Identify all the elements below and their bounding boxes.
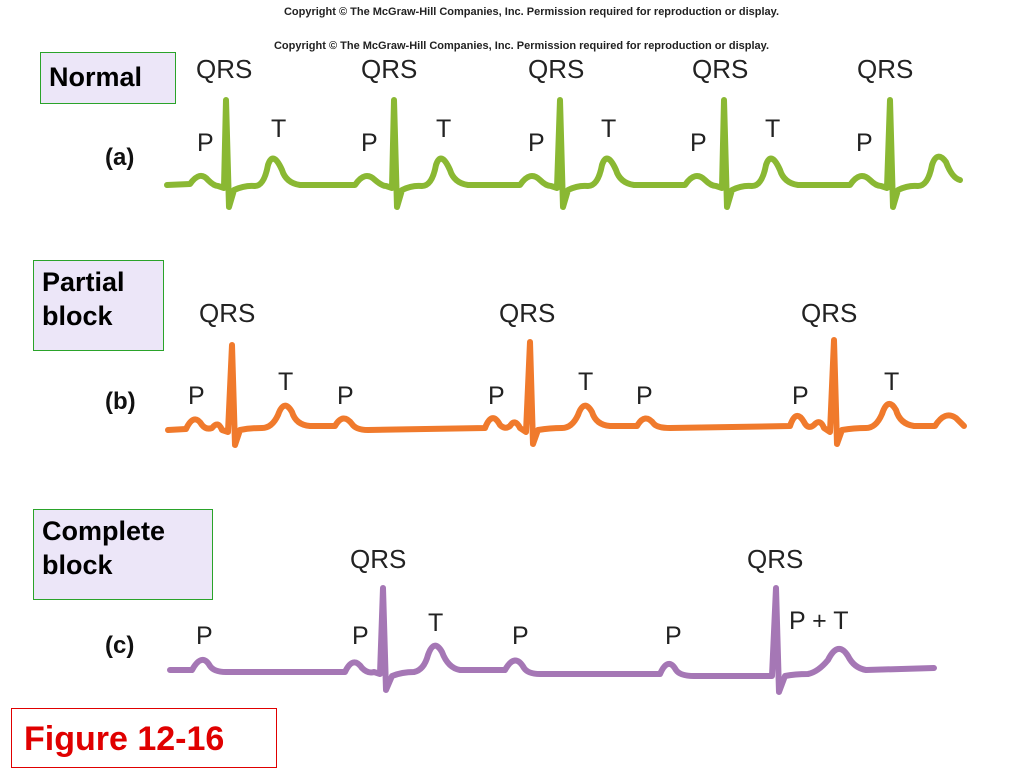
qrs-label: QRS [350, 544, 407, 574]
t-wave-label: T [436, 115, 452, 143]
complete-block-label-box: Complete block [33, 509, 213, 600]
p-wave-label: P [197, 129, 214, 157]
qrs-label: QRS [857, 54, 914, 84]
p-plus-t-label: P + T [789, 607, 849, 635]
p-wave-label: P [512, 622, 529, 650]
qrs-label: QRS [747, 544, 804, 574]
t-wave-label: T [884, 368, 900, 396]
partial-block-label-box: Partial block [33, 260, 164, 351]
t-wave-label: T [278, 368, 294, 396]
t-wave-label: T [271, 115, 287, 143]
t-wave-label: T [765, 115, 781, 143]
p-wave-label: P [352, 622, 369, 650]
t-wave-label: T [578, 368, 594, 396]
panel-letter-c: (c) [105, 632, 135, 659]
t-wave-label: T [428, 609, 444, 637]
p-wave-label: P [792, 382, 809, 410]
qrs-label: QRS [801, 298, 858, 328]
complete-block-label-line1: Complete [42, 516, 166, 546]
qrs-label: QRS [361, 54, 418, 84]
t-wave-label: T [601, 115, 617, 143]
ecg-trace-complete-block [167, 585, 937, 695]
p-wave-label: P [361, 129, 378, 157]
normal-label: Normal [49, 62, 143, 92]
p-wave-label: P [337, 382, 354, 410]
p-wave-label: P [196, 622, 213, 650]
partial-block-label-line1: Partial [42, 267, 125, 297]
p-wave-label: P [690, 129, 707, 157]
qrs-label: QRS [196, 54, 253, 84]
qrs-label: QRS [692, 54, 749, 84]
qrs-label: QRS [199, 298, 256, 328]
copyright-notice: Copyright © The McGraw-Hill Companies, I… [273, 40, 770, 52]
p-wave-label: P [636, 382, 653, 410]
p-wave-label: P [188, 382, 205, 410]
p-wave-label: P [528, 129, 545, 157]
panel-letter-a: (a) [105, 144, 135, 171]
copyright-notice-top: Copyright © The McGraw-Hill Companies, I… [283, 6, 780, 18]
figure-label: Figure 12-16 [11, 708, 277, 768]
qrs-label: QRS [528, 54, 585, 84]
complete-block-label-line2: block [42, 550, 113, 580]
ecg-trace-partial-block [165, 337, 967, 448]
qrs-label: QRS [499, 298, 556, 328]
p-wave-label: P [856, 129, 873, 157]
normal-label-box: Normal [40, 52, 176, 104]
partial-block-label-line2: block [42, 301, 113, 331]
p-wave-label: P [488, 382, 505, 410]
ecg-trace-normal [164, 97, 963, 210]
panel-letter-b: (b) [105, 388, 136, 415]
p-wave-label: P [665, 622, 682, 650]
